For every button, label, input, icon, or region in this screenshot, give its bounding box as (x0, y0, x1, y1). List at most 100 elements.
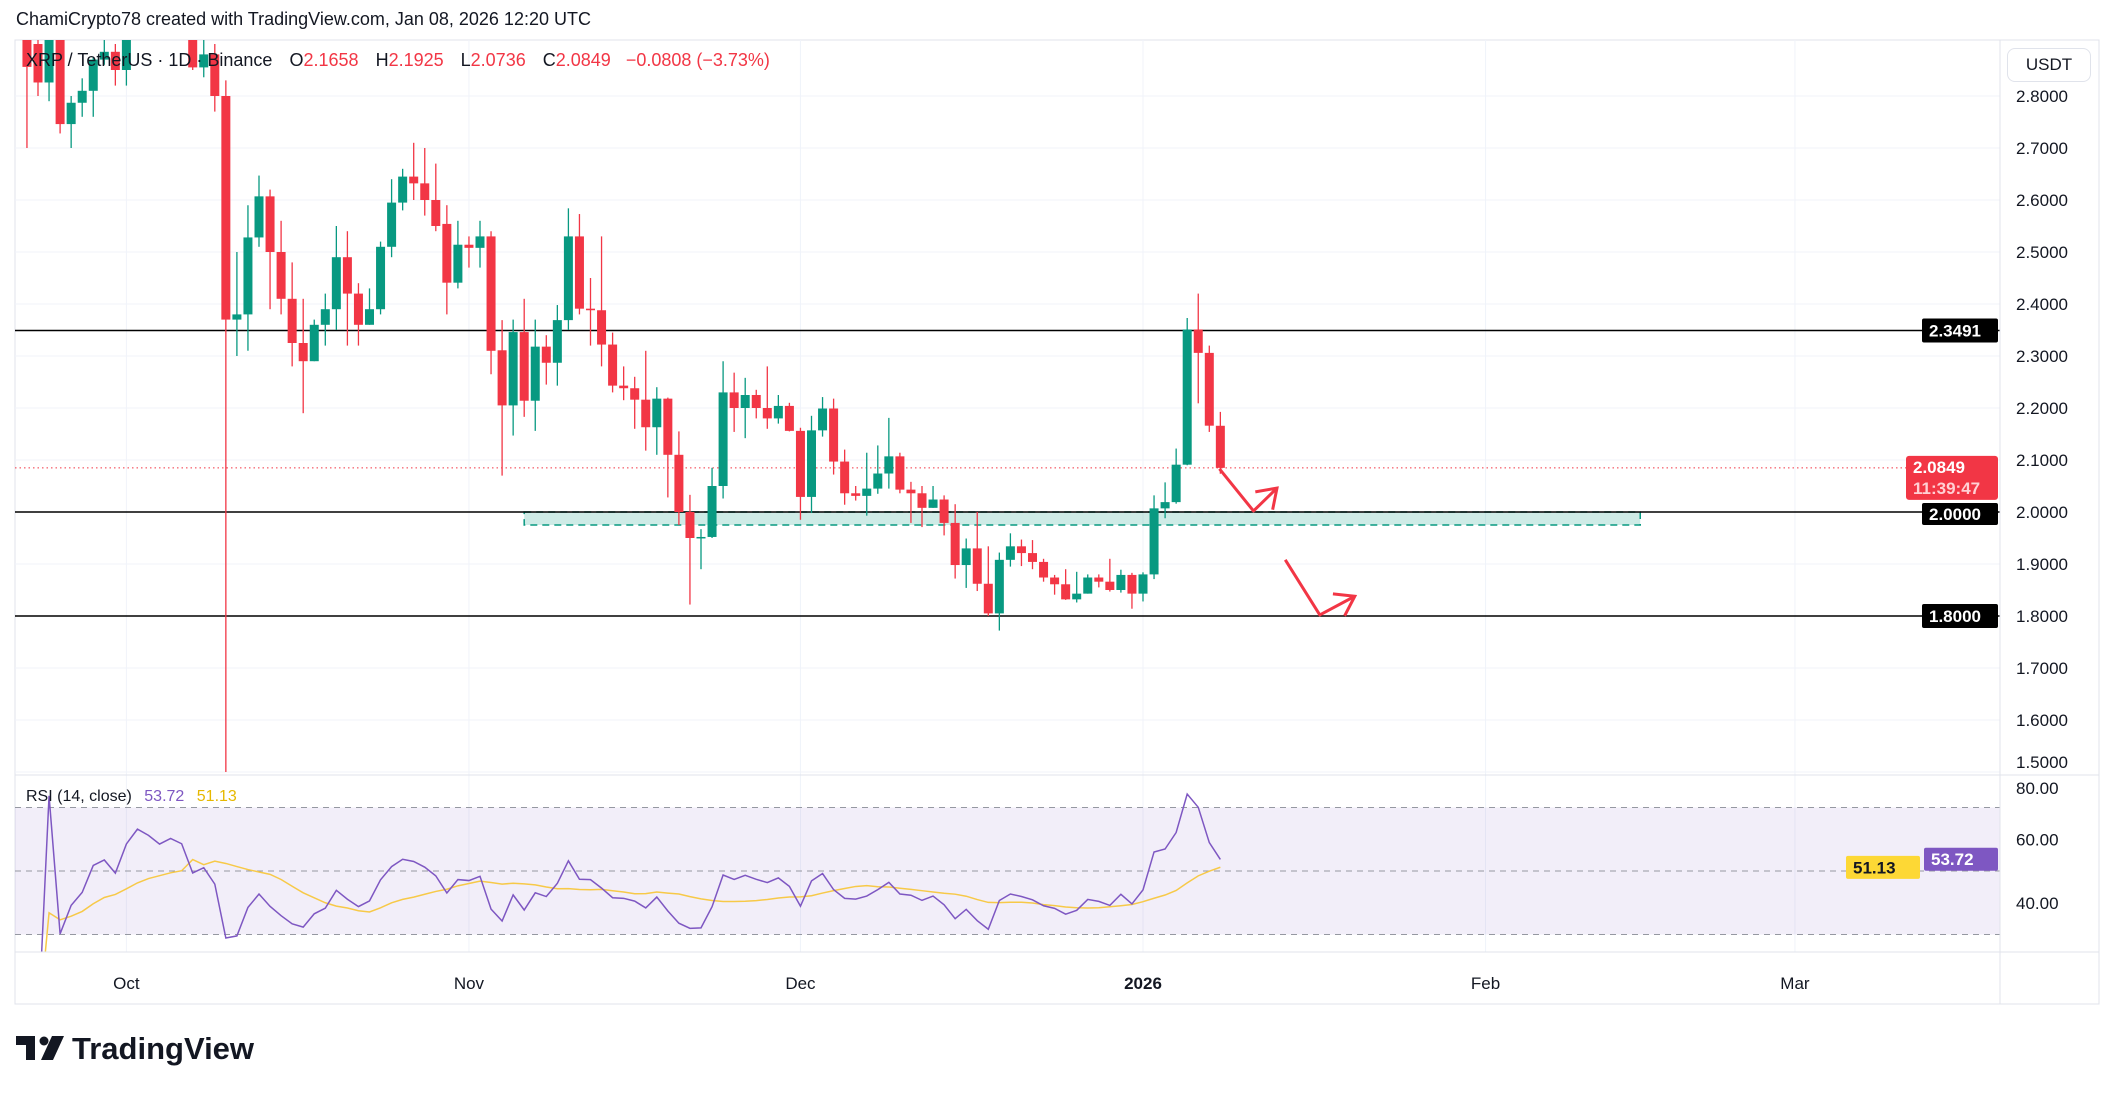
candle (99, 40, 109, 65)
time-tick-label: Nov (454, 974, 485, 993)
candle (1215, 411, 1225, 474)
currency-button[interactable]: USDT (2007, 48, 2091, 82)
candle (1028, 540, 1037, 570)
price-axis[interactable]: 2.8000 2.7000 2.6000 2.5000 2.4000 2.3000 2.20… (2016, 87, 2068, 913)
candle-body (1083, 577, 1093, 594)
candle (1193, 293, 1203, 404)
candle (519, 298, 529, 417)
rsi-tick-label: 40.00 (2016, 894, 2059, 913)
candle-body (155, 0, 164, 8)
candle-body (740, 395, 750, 408)
candle (541, 335, 551, 385)
candle (696, 529, 706, 570)
candle-body (77, 90, 87, 103)
candle (552, 305, 562, 386)
rsi-title[interactable]: RSI (14, close) (26, 788, 132, 805)
price-tick-label: 2.7000 (2016, 139, 2068, 158)
candle (199, 40, 209, 78)
candle-body (1171, 464, 1181, 503)
candle (641, 350, 651, 451)
rsi-lines (40, 792, 1221, 952)
candle-body (895, 456, 905, 490)
candle-body (696, 536, 706, 539)
candle-body (1094, 577, 1104, 582)
candle (276, 220, 286, 315)
candle-body (961, 548, 971, 566)
rsi-value-badge-bg (1924, 847, 1998, 871)
candle (331, 226, 341, 330)
candle (950, 504, 960, 579)
chart-frame (14, 39, 2100, 1005)
rsi-legend[interactable]: RSI (14, close) 53.72 51.13 (26, 788, 237, 806)
candle (563, 208, 573, 330)
price-tick-label: 2.8000 (2016, 87, 2068, 106)
candle-body (1138, 574, 1148, 594)
candle (1149, 495, 1159, 580)
time-axis[interactable]: Oct Nov Dec 2026 Feb Mar (113, 974, 1810, 993)
candle (486, 231, 496, 375)
candle (895, 452, 905, 494)
candle (762, 366, 772, 429)
candle-body (1127, 574, 1137, 594)
candle-body (121, 40, 131, 70)
candle (906, 481, 916, 523)
arrow-head-icon (1255, 486, 1279, 510)
rsi-ma-badge-text: 51.13 (1853, 858, 1896, 877)
candle (586, 278, 595, 346)
candle-body (685, 512, 695, 538)
candle-body (55, 40, 65, 125)
low-label: L (460, 50, 471, 70)
candle-body (232, 314, 242, 320)
candle (751, 389, 761, 419)
candle (144, 0, 153, 13)
rsi-ma-line (44, 858, 1221, 952)
rsi-pane (15, 807, 2000, 935)
close-value: 2.0849 (555, 50, 611, 70)
candle-body (1116, 574, 1126, 590)
candle-body (1039, 561, 1049, 578)
candle (376, 241, 386, 315)
candle-body (298, 343, 308, 362)
candle (1171, 448, 1181, 504)
drawn-arrow[interactable] (1218, 467, 1279, 513)
candle (475, 220, 485, 268)
candle-body (22, 40, 32, 67)
symbol-legend[interactable]: XRP / TetherUS · 1D · Binance O2.1658 H2… (26, 50, 770, 71)
candle-body (729, 392, 739, 408)
candle-body (530, 346, 540, 401)
symbol-title[interactable]: XRP / TetherUS · 1D · Binance (26, 50, 273, 70)
candle (851, 486, 861, 501)
close-label: C (542, 50, 556, 70)
resistance-price-badge-bg (1922, 318, 1998, 343)
candle (961, 538, 971, 588)
candle (431, 163, 441, 232)
candle (254, 175, 264, 247)
candle-body (99, 51, 109, 60)
grid-lines (15, 40, 2000, 952)
support-price-badge-bg (1922, 503, 1998, 525)
candle (652, 387, 662, 455)
candle-body (442, 223, 452, 283)
tradingview-logo[interactable]: TradingView (16, 1031, 255, 1066)
candle (210, 44, 220, 112)
candle (221, 80, 231, 772)
candle-body (552, 320, 562, 363)
candle (353, 283, 363, 346)
candle-body (353, 293, 363, 325)
candle-body (950, 522, 960, 566)
candle-body (464, 244, 474, 248)
candle (884, 417, 894, 489)
price-pane[interactable] (15, 0, 2000, 772)
candle-body (586, 308, 595, 311)
candle-body (1061, 584, 1071, 600)
current-price-text: 2.0849 (1913, 458, 1965, 477)
drawn-arrow[interactable] (1283, 559, 1356, 617)
candle (44, 40, 54, 102)
candle-body (398, 176, 408, 203)
candle (22, 40, 32, 148)
candle-body (33, 44, 43, 83)
support-price-badge-text: 2.0000 (1929, 505, 1981, 524)
candle-body (376, 246, 386, 310)
candle-body (1072, 593, 1082, 600)
